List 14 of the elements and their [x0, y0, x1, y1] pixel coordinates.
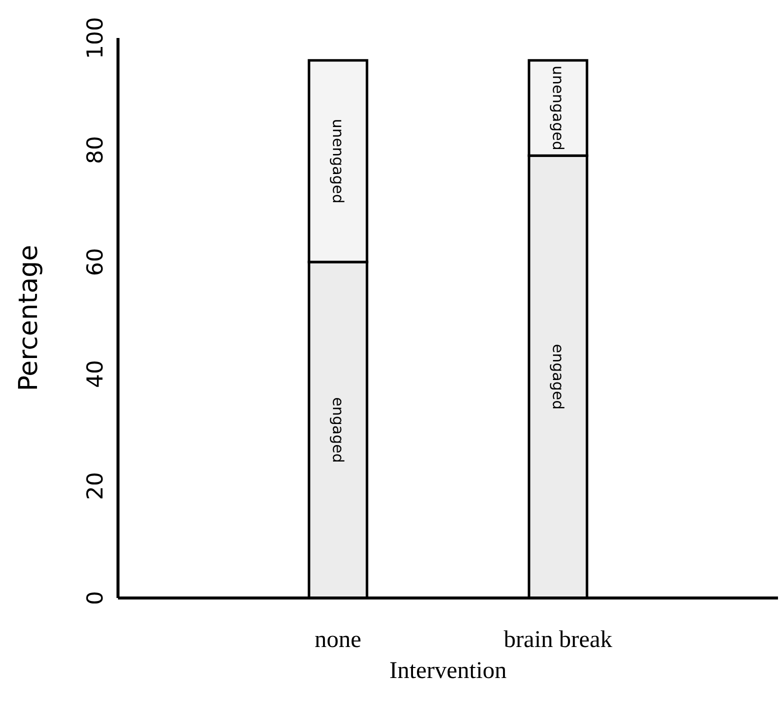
x-tick-label: none: [314, 627, 362, 654]
y-tick-label: 60: [84, 248, 108, 276]
series-label: unengaged: [549, 66, 567, 150]
y-tick-label: 0: [84, 591, 108, 605]
series-label: engaged: [329, 397, 347, 463]
x-axis-title: Intervention: [389, 658, 507, 684]
y-tick-label: 100: [84, 17, 108, 59]
x-tick-label: brain break: [504, 627, 612, 654]
y-tick-label: 20: [84, 472, 108, 500]
y-axis-title: Percentage: [14, 244, 44, 392]
y-tick-label: 40: [84, 360, 108, 388]
text: engaged: [549, 344, 567, 410]
text: unengaged: [329, 118, 347, 204]
y-tick-label: 80: [84, 136, 108, 164]
